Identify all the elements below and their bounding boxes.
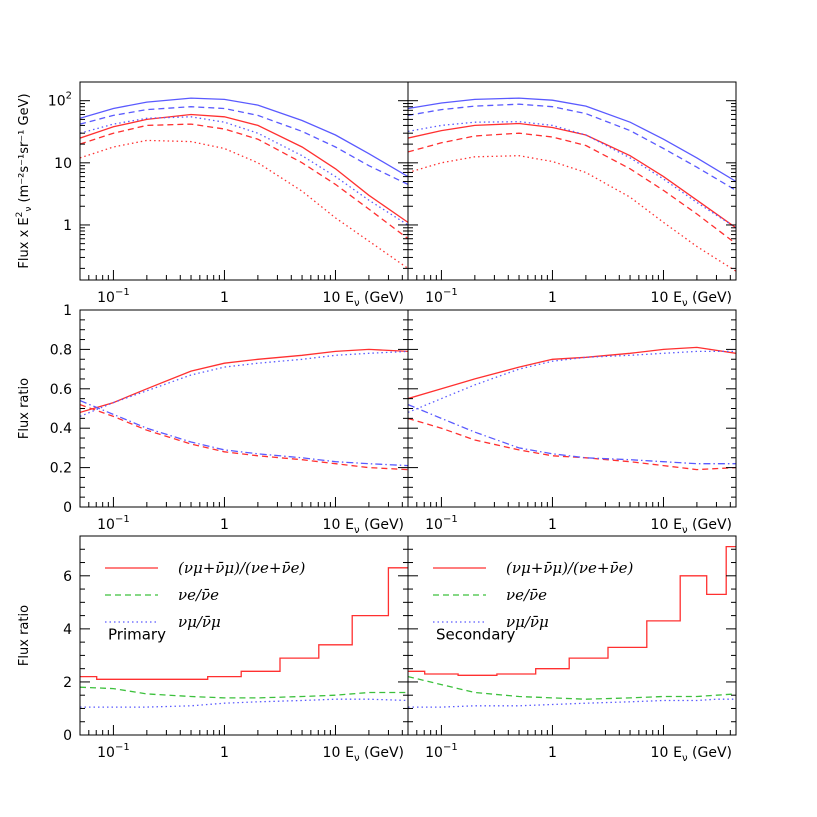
series-flux-secondary-3 [408, 121, 736, 229]
x-tick-label: 10−1 [425, 514, 458, 533]
legend-ratio3-secondary: (νμ+ν̄μ)/(νe+ν̄e) νe/ν̄e νμ/ν̄μ [433, 559, 633, 631]
legend-ratio3-primary: (νμ+ν̄μ)/(νe+ν̄e) νe/ν̄e νμ/ν̄μ [105, 559, 305, 631]
y-tick-label: 0 [63, 728, 72, 744]
x-axis-title: Eν (GeV) [345, 290, 404, 309]
x-axis-title: Eν (GeV) [345, 517, 404, 536]
legend-label: νμ/ν̄μ [178, 613, 221, 631]
frame-flux-primary [79, 81, 409, 281]
panel-ratio-primary: 10−1 1 10 Eν (GeV) 0 0.2 0.4 0.6 0.8 1 Flux ratio [17, 303, 409, 536]
y-tick-label: 1 [63, 303, 72, 319]
y-tick-label: 0 [63, 500, 72, 516]
series-flux-primary-4 [80, 123, 408, 240]
x-tick-label: 10 [651, 517, 669, 533]
x-axis-title: Eν (GeV) [673, 745, 732, 764]
series-ratio3-secondary-1 [408, 675, 736, 700]
panel-label-ratio3-primary: Primary [108, 625, 166, 643]
series-flux-secondary-5 [408, 155, 736, 272]
x-tick-label: 10 [323, 290, 341, 306]
frame-ratio-primary [79, 309, 409, 508]
x-tick-label: 10−1 [97, 742, 130, 761]
legend-label: νe/ν̄e [178, 586, 219, 604]
series-ratio-secondary-0 [408, 346, 736, 400]
x-tick-label: 10 [323, 517, 341, 533]
series-ratio3-secondary-2 [408, 698, 736, 708]
x-tick-label: 10 [323, 745, 341, 761]
y-axis-title: Flux x E2ν (m⁻²s⁻¹sr⁻¹ GeV) [15, 93, 34, 268]
y-tick-label: 2 [63, 675, 72, 691]
x-tick-label: 1 [220, 517, 229, 533]
series-flux-primary-1 [80, 106, 408, 185]
x-tick-label: 10−1 [97, 514, 130, 533]
y-tick-label: 1 [63, 218, 72, 234]
x-tick-label: 1 [220, 290, 229, 306]
x-tick-label: 1 [220, 745, 229, 761]
y-tick-label: 6 [63, 569, 72, 585]
series-flux-secondary-4 [408, 132, 736, 245]
x-tick-label: 10−1 [97, 287, 130, 306]
y-axis-title: Flux ratio [17, 605, 32, 666]
x-tick-label: 10 [651, 745, 669, 761]
series-ratio-primary-0 [80, 348, 408, 414]
series-flux-primary-2 [80, 113, 408, 223]
x-tick-label: 10−1 [425, 742, 458, 761]
legend-label: νμ/ν̄μ [506, 613, 549, 631]
x-axis-title: Eν (GeV) [345, 745, 404, 764]
y-tick-label: 0.8 [50, 342, 72, 358]
x-tick-label: 1 [548, 745, 557, 761]
series-ratio-secondary-3 [408, 403, 736, 465]
series-ratio3-secondary-0 [408, 545, 736, 676]
x-tick-label: 10 [651, 290, 669, 306]
y-tick-label: 0.6 [50, 382, 72, 398]
legend-label: (νμ+ν̄μ)/(νe+ν̄e) [506, 559, 633, 577]
series-ratio3-primary-0 [80, 567, 408, 680]
legend-label: (νμ+ν̄μ)/(νe+ν̄e) [178, 559, 305, 577]
panel-ratio3-secondary: 10−1 1 10 Eν (GeV)Secondary(νμ+ν̄μ)/(νe+ν̄e… [407, 535, 737, 764]
frame-flux-secondary [407, 81, 737, 281]
y-tick-label: 0.2 [50, 461, 72, 477]
panel-ratio-secondary: 10−1 1 10 Eν (GeV) [407, 309, 737, 536]
x-axis-title: Eν (GeV) [673, 290, 732, 309]
series-flux-primary-0 [80, 97, 408, 178]
series-ratio-primary-2 [80, 403, 408, 471]
y-tick-label: 102 [48, 91, 72, 110]
panel-flux-secondary: 10−1 1 10 Eν (GeV) [407, 81, 737, 309]
legend-label: νe/ν̄e [506, 586, 547, 604]
panel-label-ratio3-secondary: Secondary [436, 625, 516, 643]
x-tick-label: 1 [548, 290, 557, 306]
series-ratio3-primary-2 [80, 698, 408, 708]
y-axis-title: Flux ratio [17, 378, 32, 439]
series-flux-secondary-2 [408, 122, 736, 229]
x-tick-label: 10−1 [425, 287, 458, 306]
series-ratio-secondary-2 [408, 417, 736, 471]
series-ratio3-primary-1 [80, 686, 408, 699]
series-ratio-primary-3 [80, 399, 408, 467]
series-flux-secondary-0 [408, 97, 736, 183]
frame-ratio3-secondary [407, 535, 737, 736]
y-tick-label: 4 [63, 622, 72, 638]
y-tick-label: 0.4 [50, 421, 72, 437]
series-flux-primary-3 [80, 116, 408, 226]
x-tick-label: 1 [548, 517, 557, 533]
x-axis-title: Eν (GeV) [673, 517, 732, 536]
frame-ratio-secondary [407, 309, 737, 508]
series-ratio-secondary-1 [408, 350, 736, 414]
series-flux-secondary-1 [408, 103, 736, 191]
y-tick-label: 10 [54, 156, 72, 172]
